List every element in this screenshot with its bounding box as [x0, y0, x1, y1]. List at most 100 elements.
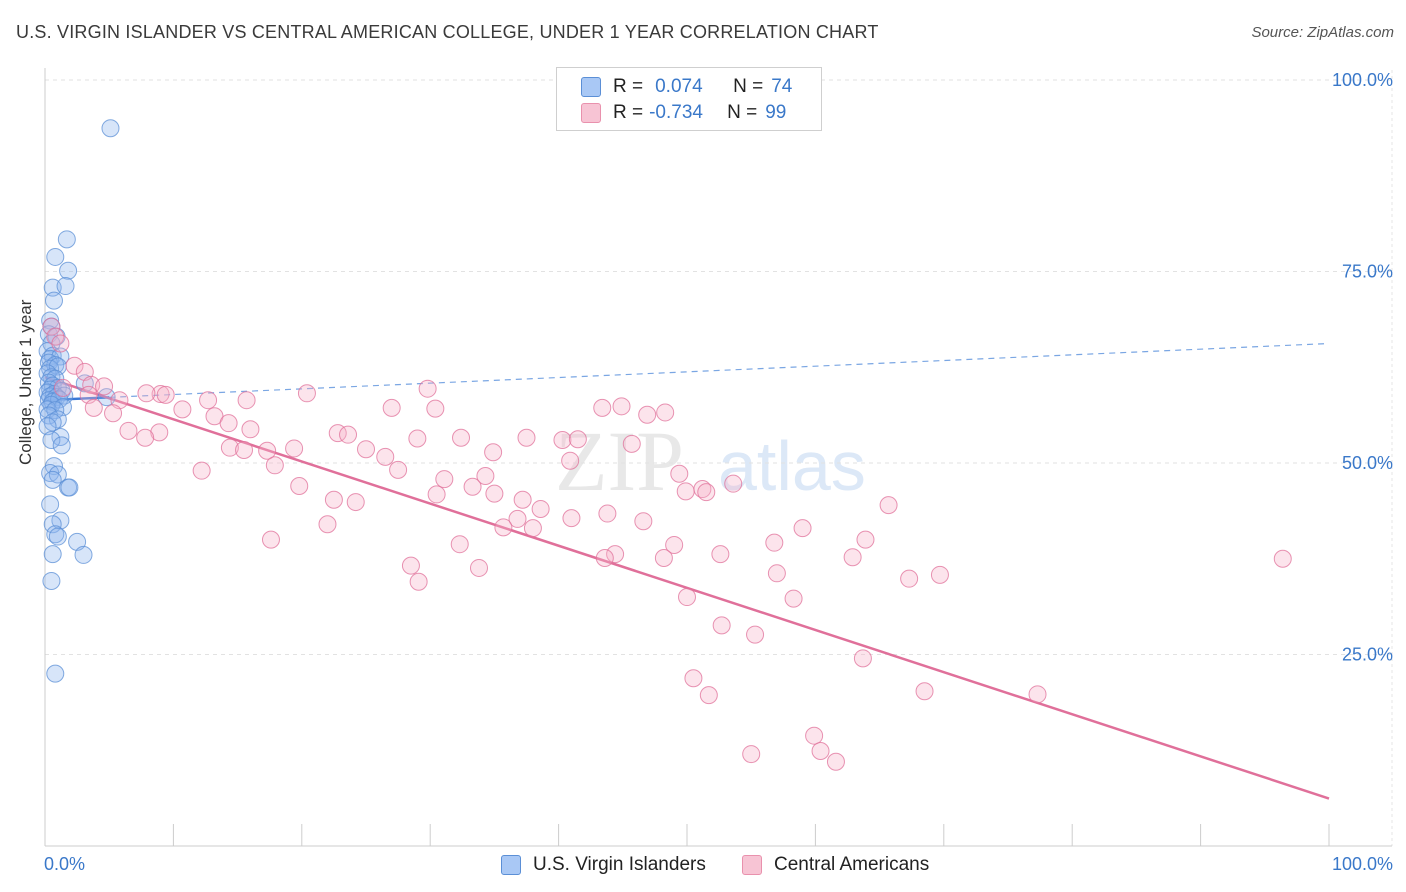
point-u-s-virgin-islanders — [43, 278, 62, 297]
point-central-americans — [265, 456, 284, 475]
point-central-americans — [450, 535, 469, 554]
point-central-americans — [104, 404, 123, 423]
point-u-s-virgin-islanders — [59, 261, 78, 280]
source-note: Source: ZipAtlas.com — [1251, 24, 1394, 41]
point-central-americans — [494, 518, 513, 537]
legend-r-value: 0.074 — [655, 76, 703, 97]
point-central-americans — [656, 403, 675, 422]
point-central-americans — [110, 391, 129, 410]
point-central-americans — [561, 451, 580, 470]
point-central-americans — [622, 434, 641, 453]
point-u-s-virgin-islanders — [46, 525, 65, 544]
point-central-americans — [676, 482, 695, 501]
point-u-s-virgin-islanders — [41, 463, 60, 482]
point-central-americans — [843, 548, 862, 567]
point-central-americans — [452, 428, 471, 447]
point-central-americans — [297, 384, 316, 403]
point-central-americans — [150, 423, 169, 442]
point-central-americans — [930, 565, 949, 584]
legend-row-virgin-islanders: R = 0.074 N = 74 — [581, 75, 792, 99]
point-central-americans — [612, 397, 631, 416]
legend-swatch-virgin-islanders — [581, 77, 601, 97]
point-central-americans — [469, 558, 488, 577]
y-axis-label: College, Under 1 year — [16, 299, 35, 465]
point-central-americans — [418, 379, 437, 398]
point-central-americans — [853, 649, 872, 668]
point-central-americans — [261, 530, 280, 549]
point-central-americans — [805, 726, 824, 745]
watermark-zip: ZIP — [555, 413, 684, 509]
point-central-americans — [84, 398, 103, 417]
bottom-legend-label: Central Americans — [774, 854, 930, 875]
point-central-americans — [53, 378, 72, 397]
point-central-americans — [220, 438, 239, 457]
point-central-americans — [75, 362, 94, 381]
point-central-americans — [463, 477, 482, 496]
point-u-s-virgin-islanders — [42, 431, 61, 450]
point-u-s-virgin-islanders — [41, 495, 60, 514]
y-tick-label: 100.0% — [1332, 70, 1393, 90]
point-central-americans — [654, 548, 673, 567]
bottom-legend-label: U.S. Virgin Islanders — [533, 854, 706, 875]
legend-r-label: R = — [613, 76, 644, 97]
point-u-s-virgin-islanders — [52, 436, 71, 455]
point-central-americans — [484, 443, 503, 462]
y-tick-label: 50.0% — [1342, 453, 1393, 473]
point-central-americans — [595, 548, 614, 567]
stats-legend: R = 0.074 N = 74 R = -0.734 N = 99 — [556, 67, 822, 131]
point-central-americans — [192, 461, 211, 480]
point-u-s-virgin-islanders — [101, 119, 120, 138]
point-central-americans — [285, 439, 304, 458]
bottom-legend-virgin-islanders: U.S. Virgin Islanders — [501, 852, 706, 878]
point-central-americans — [324, 490, 343, 509]
point-central-americans — [389, 460, 408, 479]
point-central-americans — [485, 484, 504, 503]
point-central-americans — [426, 399, 445, 418]
point-central-americans — [724, 474, 743, 493]
point-central-americans — [765, 533, 784, 552]
point-central-americans — [513, 490, 532, 509]
x-tick-label: 100.0% — [1332, 854, 1393, 874]
point-central-americans — [119, 421, 138, 440]
point-central-americans — [401, 556, 420, 575]
legend-n-value: 99 — [765, 102, 787, 123]
point-central-americans — [199, 391, 218, 410]
point-central-americans — [699, 686, 718, 705]
point-u-s-virgin-islanders — [38, 417, 57, 436]
watermark-atlas: atlas — [718, 427, 866, 505]
point-central-americans — [42, 317, 61, 336]
point-central-americans — [523, 519, 542, 538]
point-central-americans — [517, 428, 536, 447]
point-central-americans — [562, 509, 581, 528]
point-central-americans — [826, 752, 845, 771]
point-u-s-virgin-islanders — [43, 470, 62, 489]
point-central-americans — [237, 391, 256, 410]
point-central-americans — [290, 476, 309, 495]
point-central-americans — [915, 682, 934, 701]
x-tick-label: 0.0% — [44, 854, 85, 874]
bottom-legend-swatch-virgin-islanders — [501, 855, 521, 875]
point-central-americans — [665, 535, 684, 554]
point-central-americans — [684, 669, 703, 688]
legend-n-label: N = — [733, 76, 764, 97]
point-central-americans — [879, 496, 898, 515]
point-u-s-virgin-islanders — [48, 410, 67, 429]
chart-title: U.S. VIRGIN ISLANDER VS CENTRAL AMERICAN… — [16, 22, 879, 42]
point-u-s-virgin-islanders — [68, 532, 87, 551]
point-central-americans — [65, 356, 84, 375]
point-u-s-virgin-islanders — [43, 545, 62, 564]
point-central-americans — [136, 428, 155, 447]
legend-row-central-americans: R = -0.734 N = 99 — [581, 101, 786, 125]
point-u-s-virgin-islanders — [46, 664, 65, 683]
point-u-s-virgin-islanders — [44, 291, 63, 310]
point-central-americans — [151, 385, 170, 404]
point-central-americans — [746, 625, 765, 644]
point-central-americans — [258, 441, 277, 460]
point-central-americans — [435, 470, 454, 489]
point-central-americans — [427, 485, 446, 504]
point-central-americans — [793, 519, 812, 538]
point-u-s-virgin-islanders — [57, 230, 76, 249]
point-central-americans — [598, 504, 617, 523]
point-central-americans — [553, 431, 572, 450]
